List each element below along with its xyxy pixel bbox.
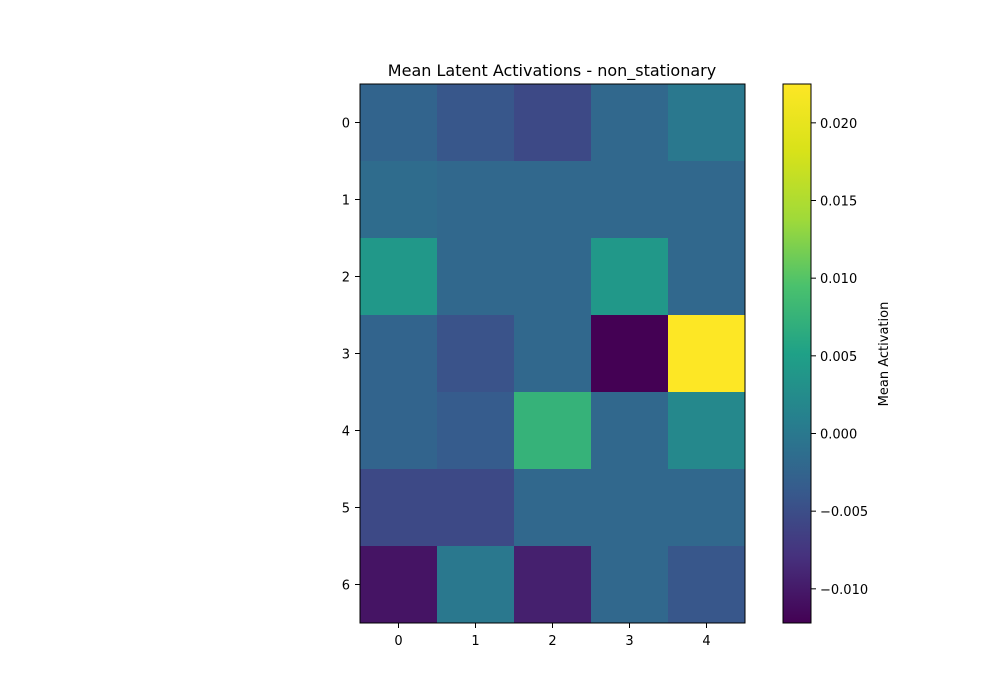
colorbar-label: Mean Activation (877, 302, 892, 407)
heatmap-cell-r3-c3 (591, 315, 669, 393)
heatmap-cell-r6-c1 (437, 546, 515, 624)
y-tick-label: 4 (342, 425, 350, 440)
colorbar-tick-label: −0.010 (820, 583, 868, 598)
heatmap-cell-r4-c3 (591, 392, 669, 470)
heatmap-cells (360, 84, 746, 624)
heatmap-cell-r3-c0 (360, 315, 438, 393)
heatmap-cell-r2-c3 (591, 238, 669, 316)
heatmap-cell-r3-c4 (668, 315, 746, 393)
x-tick-label: 1 (471, 634, 479, 649)
heatmap-cell-r0-c4 (668, 84, 746, 162)
colorbar-tick-label: 0.015 (820, 194, 857, 209)
colorbar-tick-label: −0.005 (820, 505, 868, 520)
colorbar-ticks: −0.010 −0.005 0.000 0.005 0.010 0.015 0.020 (811, 117, 868, 598)
colorbar-tick-label: 0.020 (820, 117, 857, 132)
y-tick-label: 2 (342, 271, 350, 286)
heatmap-cell-r3-c1 (437, 315, 515, 393)
heatmap-cell-r0-c2 (514, 84, 592, 162)
heatmap-cell-r6-c3 (591, 546, 669, 624)
y-tick-label: 6 (342, 579, 350, 594)
colorbar-tick-label: 0.005 (820, 350, 857, 365)
heatmap-cell-r5-c0 (360, 469, 438, 547)
colorbar (782, 83, 812, 624)
heatmap-cell-r1-c4 (668, 161, 746, 239)
heatmap-cell-r1-c3 (591, 161, 669, 239)
colorbar-tick-label: 0.010 (820, 272, 857, 287)
heatmap-cell-r2-c1 (437, 238, 515, 316)
heatmap-cell-r2-c0 (360, 238, 438, 316)
heatmap-cell-r0-c1 (437, 84, 515, 162)
heatmap-cell-r2-c2 (514, 238, 592, 316)
heatmap-cell-r6-c2 (514, 546, 592, 624)
x-axis-ticks: 0 1 2 3 4 (394, 623, 711, 649)
y-axis-ticks: 0 1 2 3 4 5 6 (342, 117, 360, 594)
heatmap-cell-r0-c3 (591, 84, 669, 162)
x-tick-label: 3 (625, 634, 633, 649)
heatmap-cell-r1-c0 (360, 161, 438, 239)
chart-title: Mean Latent Activations - non_stationary (388, 61, 716, 81)
heatmap-cell-r5-c3 (591, 469, 669, 547)
heatmap-cell-r0-c0 (360, 84, 438, 162)
heatmap-cell-r5-c4 (668, 469, 746, 547)
y-tick-label: 5 (342, 502, 350, 517)
heatmap-cell-r4-c1 (437, 392, 515, 470)
heatmap-cell-r4-c0 (360, 392, 438, 470)
heatmap-cell-r6-c4 (668, 546, 746, 624)
heatmap-cell-r4-c2 (514, 392, 592, 470)
heatmap-cell-r5-c2 (514, 469, 592, 547)
heatmap-cell-r1-c1 (437, 161, 515, 239)
heatmap-cell-r6-c0 (360, 546, 438, 624)
heatmap-cell-r2-c4 (668, 238, 746, 316)
x-tick-label: 2 (548, 634, 556, 649)
y-tick-label: 3 (342, 348, 350, 363)
heatmap-cell-r5-c1 (437, 469, 515, 547)
heatmap-cell-r1-c2 (514, 161, 592, 239)
heatmap-cell-r3-c2 (514, 315, 592, 393)
x-tick-label: 4 (702, 634, 710, 649)
heatmap-cell-r4-c4 (668, 392, 746, 470)
x-tick-label: 0 (394, 634, 402, 649)
y-tick-label: 1 (342, 194, 350, 209)
y-tick-label: 0 (342, 117, 350, 132)
colorbar-tick-label: 0.000 (820, 427, 857, 442)
